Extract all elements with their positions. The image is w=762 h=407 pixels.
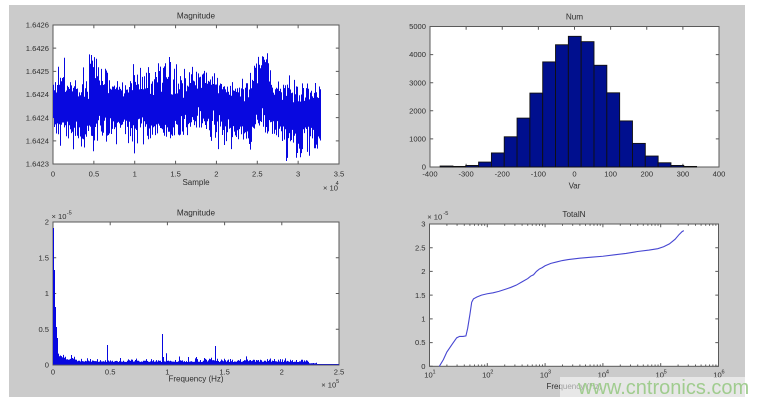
svg-text:Magnitude: Magnitude bbox=[177, 12, 216, 21]
svg-text:1: 1 bbox=[133, 170, 137, 179]
svg-text:× 10: × 10 bbox=[52, 212, 67, 221]
svg-text:0: 0 bbox=[51, 368, 55, 377]
svg-text:1.5: 1.5 bbox=[38, 253, 49, 262]
svg-text:3: 3 bbox=[548, 369, 551, 375]
svg-text:1.6424: 1.6424 bbox=[26, 136, 49, 145]
svg-text:2: 2 bbox=[490, 369, 493, 375]
svg-text:4: 4 bbox=[336, 181, 339, 187]
svg-text:0.5: 0.5 bbox=[89, 170, 100, 179]
svg-text:0.5: 0.5 bbox=[105, 368, 116, 377]
svg-text:1.6424: 1.6424 bbox=[26, 113, 49, 122]
svg-text:1: 1 bbox=[165, 368, 169, 377]
svg-text:1.6424: 1.6424 bbox=[26, 90, 49, 99]
svg-text:1.5: 1.5 bbox=[415, 291, 426, 300]
svg-text:-200: -200 bbox=[495, 170, 510, 179]
svg-text:2.5: 2.5 bbox=[252, 170, 263, 179]
svg-text:-5: -5 bbox=[443, 211, 448, 217]
svg-text:3000: 3000 bbox=[409, 78, 426, 87]
svg-text:-400: -400 bbox=[422, 170, 437, 179]
svg-text:× 10: × 10 bbox=[321, 381, 336, 390]
svg-text:Num: Num bbox=[566, 13, 583, 22]
svg-text:1.6425: 1.6425 bbox=[26, 67, 49, 76]
svg-text:1: 1 bbox=[45, 289, 49, 298]
svg-text:2: 2 bbox=[45, 218, 49, 227]
svg-text:300: 300 bbox=[677, 170, 690, 179]
svg-text:1: 1 bbox=[421, 315, 425, 324]
svg-text:1.6426: 1.6426 bbox=[26, 44, 49, 53]
svg-text:6: 6 bbox=[721, 369, 724, 375]
svg-text:10: 10 bbox=[655, 370, 663, 379]
svg-text:4000: 4000 bbox=[409, 50, 426, 59]
svg-text:10: 10 bbox=[713, 370, 721, 379]
svg-text:10: 10 bbox=[540, 370, 548, 379]
svg-text:Var: Var bbox=[569, 182, 581, 191]
svg-text:× 10: × 10 bbox=[427, 213, 442, 222]
svg-text:2.5: 2.5 bbox=[415, 243, 426, 252]
svg-text:× 10: × 10 bbox=[323, 183, 338, 192]
svg-text:1.6426: 1.6426 bbox=[26, 21, 49, 30]
svg-text:1.5: 1.5 bbox=[219, 368, 230, 377]
svg-text:0: 0 bbox=[51, 170, 55, 179]
svg-text:10: 10 bbox=[598, 370, 606, 379]
svg-text:-5: -5 bbox=[67, 211, 72, 217]
svg-text:5000: 5000 bbox=[409, 22, 426, 31]
svg-text:2: 2 bbox=[421, 267, 425, 276]
svg-text:2.5: 2.5 bbox=[334, 368, 345, 377]
svg-text:10: 10 bbox=[424, 370, 432, 379]
svg-text:1000: 1000 bbox=[409, 135, 426, 144]
svg-text:0: 0 bbox=[422, 163, 426, 172]
svg-text:-100: -100 bbox=[531, 170, 546, 179]
svg-text:-300: -300 bbox=[458, 170, 473, 179]
svg-text:2: 2 bbox=[280, 368, 284, 377]
svg-text:3.5: 3.5 bbox=[334, 170, 345, 179]
svg-text:0: 0 bbox=[421, 362, 425, 371]
svg-text:1.6423: 1.6423 bbox=[26, 160, 49, 169]
svg-text:3: 3 bbox=[296, 170, 300, 179]
svg-text:400: 400 bbox=[713, 170, 726, 179]
svg-text:100: 100 bbox=[604, 170, 617, 179]
svg-text:3: 3 bbox=[421, 220, 425, 229]
svg-text:1: 1 bbox=[432, 369, 435, 375]
svg-text:5: 5 bbox=[664, 369, 667, 375]
svg-text:5: 5 bbox=[336, 379, 339, 385]
svg-text:0: 0 bbox=[572, 170, 576, 179]
svg-text:10: 10 bbox=[482, 370, 490, 379]
svg-text:200: 200 bbox=[640, 170, 653, 179]
svg-text:1.5: 1.5 bbox=[170, 170, 181, 179]
svg-text:2: 2 bbox=[214, 170, 218, 179]
svg-text:TotalN: TotalN bbox=[562, 210, 585, 219]
svg-text:2000: 2000 bbox=[409, 106, 426, 115]
svg-text:0: 0 bbox=[45, 361, 49, 370]
svg-text:0.5: 0.5 bbox=[38, 325, 49, 334]
svg-text:0.5: 0.5 bbox=[415, 338, 426, 347]
svg-text:www.cntronics.com: www.cntronics.com bbox=[577, 377, 749, 399]
svg-text:Magnitude: Magnitude bbox=[177, 209, 216, 218]
svg-text:4: 4 bbox=[606, 369, 609, 375]
svg-text:Sample: Sample bbox=[182, 178, 210, 187]
svg-text:Frequency (Hz): Frequency (Hz) bbox=[168, 375, 223, 384]
